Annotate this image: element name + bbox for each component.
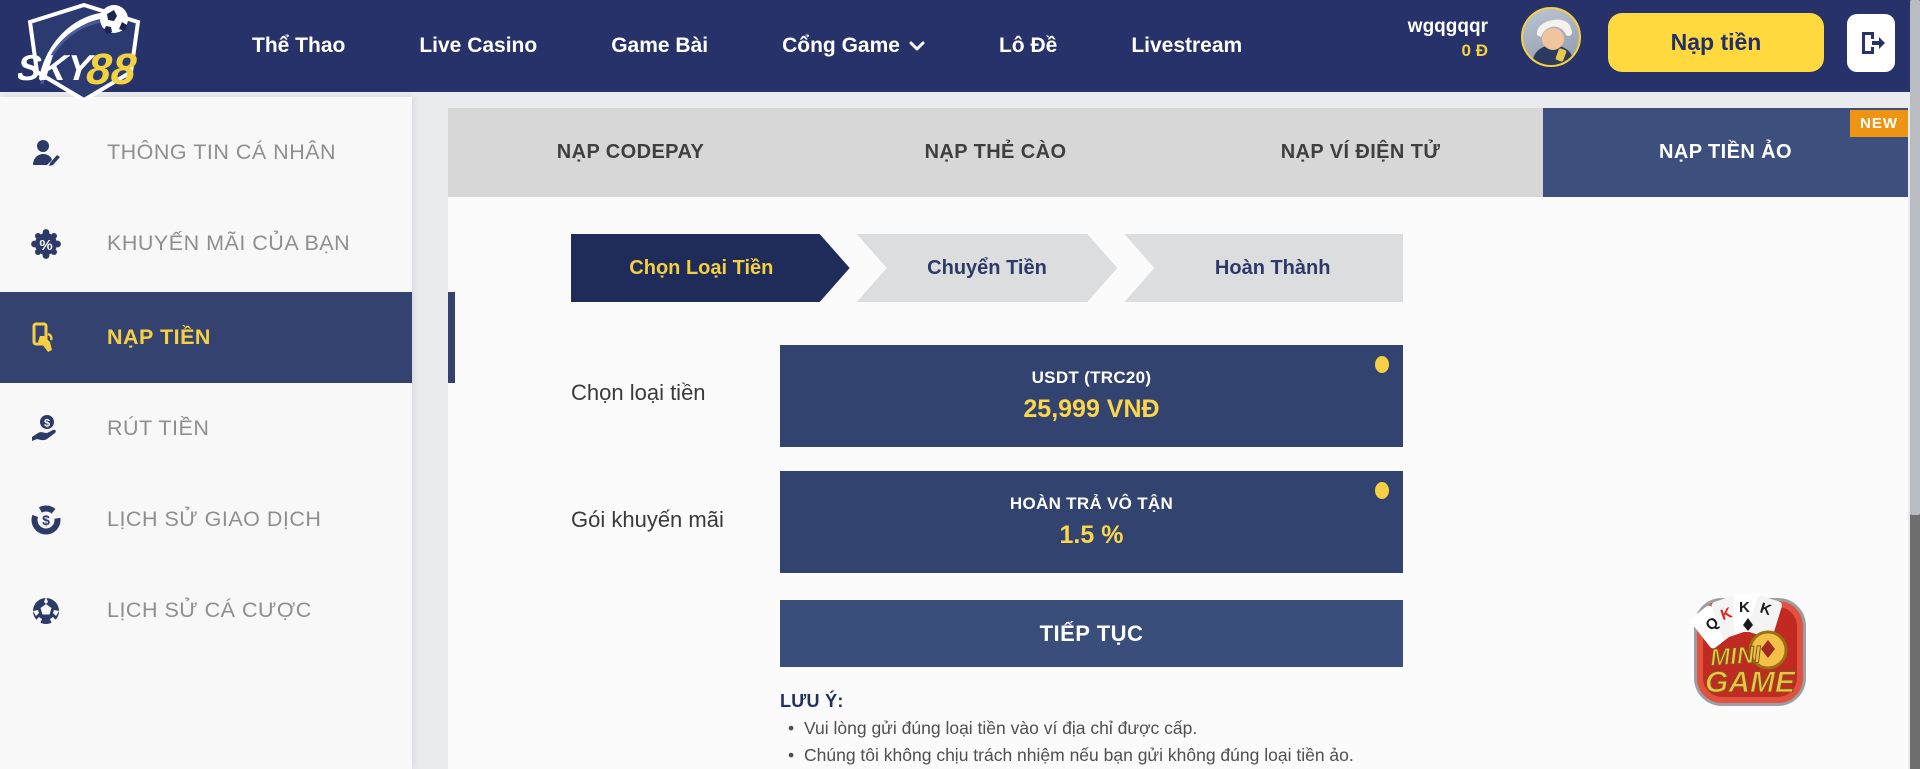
nav-label: Lô Đề — [998, 34, 1058, 57]
nav-item-livestream[interactable]: Livestream — [1131, 34, 1242, 58]
sidebar: THÔNG TIN CÁ NHÂN % KHUYẾN MÃI CỦA BẠN N… — [0, 97, 412, 769]
logout-icon — [1862, 32, 1885, 54]
deposit-card-icon — [30, 322, 62, 354]
step-label: Hoàn Thành — [1214, 256, 1331, 279]
nav-label: Thể Thao — [252, 34, 346, 57]
tab-nap-codepay[interactable]: NẠP CODEPAY — [448, 108, 813, 197]
nav-item-game-bai[interactable]: Game Bài — [611, 34, 708, 58]
currency-option-card[interactable]: USDT (TRC20) 25,999 VNĐ — [780, 345, 1403, 447]
avatar-image — [1533, 19, 1573, 65]
sidebar-item-label: LỊCH SỬ CÁ CƯỢC — [107, 598, 312, 622]
user-edit-icon — [30, 137, 62, 169]
tab-nap-vi-dien-tu[interactable]: NẠP VÍ ĐIỆN TỬ — [1178, 108, 1543, 197]
deposit-crypto-panel: Chọn Loại Tiền Chuyển Tiền Hoàn Thành Ch… — [448, 197, 1908, 769]
promo-label: Gói khuyến mãi — [571, 507, 724, 532]
sky88-logo-icon: SKY 88 — [15, 2, 141, 103]
tab-nap-the-cao[interactable]: NẠP THẺ CÀO — [813, 108, 1178, 197]
svg-text:$: $ — [44, 417, 50, 429]
nav-item-live-casino[interactable]: Live Casino — [419, 34, 537, 58]
sidebar-item-label: LỊCH SỬ GIAO DỊCH — [107, 507, 322, 531]
sidebar-item-label: NẠP TIỀN — [107, 325, 211, 349]
sidebar-item-thong-tin-ca-nhan[interactable]: THÔNG TIN CÁ NHÂN — [0, 107, 412, 198]
selected-radio-dot[interactable] — [1375, 356, 1389, 373]
nav-item-lo-de[interactable]: Lô Đề — [999, 34, 1057, 58]
tab-label: NẠP CODEPAY — [556, 141, 705, 163]
main-navigation: Thể Thao Live Casino Game Bài Cổng Game … — [212, 0, 1242, 92]
sidebar-item-label: KHUYẾN MÃI CỦA BẠN — [107, 231, 351, 255]
scrollbar[interactable] — [1910, 0, 1920, 769]
logout-button[interactable] — [1847, 14, 1895, 72]
selected-radio-dot[interactable] — [1375, 482, 1389, 499]
user-info[interactable]: wgqgqqr 0 Đ — [1408, 14, 1488, 63]
sidebar-item-label: RÚT TIỀN — [107, 416, 210, 440]
promo-option-title: HOÀN TRẢ VÔ TẬN — [1009, 494, 1174, 513]
currency-label: Chọn loại tiền — [571, 380, 706, 405]
currency-option-title: USDT (TRC20) — [1031, 368, 1152, 387]
sidebar-item-lich-su-giao-dich[interactable]: $ LỊCH SỬ GIAO DỊCH — [0, 474, 412, 565]
promo-option-card[interactable]: HOÀN TRẢ VÔ TẬN 1.5 % — [780, 471, 1403, 573]
continue-button[interactable]: TIẾP TỤC — [780, 600, 1403, 667]
step-chon-loai-tien: Chọn Loại Tiền — [571, 234, 850, 302]
currency-option-rate: 25,999 VNĐ — [1023, 395, 1160, 423]
svg-text:88: 88 — [84, 45, 139, 94]
note-item: Chúng tôi không chịu trách nhiệm nếu bạn… — [780, 745, 1580, 766]
sidebar-item-rut-tien[interactable]: $ RÚT TIỀN — [0, 383, 412, 474]
step-label: Chọn Loại Tiền — [629, 256, 774, 279]
notes-section: LƯU Ý: Vui lòng gửi đúng loại tiền vào v… — [780, 691, 1580, 766]
active-section-marker — [448, 292, 455, 383]
card-fan: Q K K K — [1690, 594, 1782, 649]
balance: 0 Đ — [1461, 40, 1488, 60]
transaction-history-icon: $ — [30, 504, 62, 536]
tab-nap-tien-ao[interactable]: NẠP TIỀN ẢO NEW — [1543, 108, 1908, 197]
notes-title: LƯU Ý: — [780, 691, 844, 711]
nav-label: Game Bài — [611, 34, 709, 57]
tab-label: NẠP TIỀN ẢO — [1659, 141, 1792, 163]
sidebar-item-khuyen-mai[interactable]: % KHUYẾN MÃI CỦA BẠN — [0, 198, 412, 289]
tab-label: NẠP THẺ CÀO — [924, 141, 1067, 163]
avatar[interactable] — [1521, 7, 1581, 67]
deposit-button[interactable]: Nạp tiền — [1608, 13, 1824, 72]
withdraw-hand-icon: $ — [30, 413, 62, 445]
sidebar-item-nap-tien[interactable]: NẠP TIỀN — [0, 292, 412, 383]
minigame-text-game: GAME — [1705, 666, 1796, 699]
svg-text:K: K — [1739, 599, 1750, 616]
sidebar-item-lich-su-ca-cuoc[interactable]: LỊCH SỬ CÁ CƯỢC — [0, 565, 412, 656]
sky88-logo[interactable]: SKY 88 — [15, 2, 150, 103]
bet-history-icon — [30, 595, 62, 627]
minigame-text-mini: MINI — [1709, 641, 1763, 672]
new-badge: NEW — [1850, 110, 1908, 137]
nav-item-cong-game[interactable]: Cổng Game — [782, 34, 925, 58]
promo-option-value: 1.5 % — [1059, 521, 1124, 549]
svg-text:SKY: SKY — [18, 47, 96, 88]
nav-label: Cổng Game — [782, 34, 900, 57]
nav-item-the-thao[interactable]: Thể Thao — [252, 34, 345, 58]
deposit-method-tabs: NẠP CODEPAY NẠP THẺ CÀO NẠP VÍ ĐIỆN TỬ N… — [448, 108, 1908, 197]
username: wgqgqqr — [1407, 16, 1488, 37]
tab-label: NẠP VÍ ĐIỆN TỬ — [1280, 141, 1441, 163]
step-chuyen-tien: Chuyển Tiền — [857, 234, 1118, 302]
nav-label: Live Casino — [419, 34, 538, 57]
note-item: Vui lòng gửi đúng loại tiền vào ví địa c… — [780, 718, 1580, 739]
chevron-down-icon — [909, 41, 925, 51]
sidebar-item-label: THÔNG TIN CÁ NHÂN — [107, 140, 337, 164]
top-navbar: SKY 88 Thể Thao Live Casino Game Bài Cổn… — [0, 0, 1920, 103]
scrollbar-thumb[interactable] — [1910, 0, 1920, 515]
step-label: Chuyển Tiền — [927, 256, 1047, 279]
promo-badge-icon: % — [30, 228, 62, 260]
step-indicator: Chọn Loại Tiền Chuyển Tiền Hoàn Thành — [571, 234, 1404, 302]
svg-text:$: $ — [42, 512, 50, 528]
step-hoan-thanh: Hoàn Thành — [1124, 234, 1404, 302]
nav-label: Livestream — [1131, 34, 1243, 57]
svg-text:K: K — [1758, 600, 1773, 619]
minigame-icon: Q K K K MINI GAME — [1690, 594, 1806, 706]
minigame-floating-button[interactable]: Q K K K MINI GAME — [1690, 586, 1810, 708]
svg-text:%: % — [39, 237, 52, 254]
